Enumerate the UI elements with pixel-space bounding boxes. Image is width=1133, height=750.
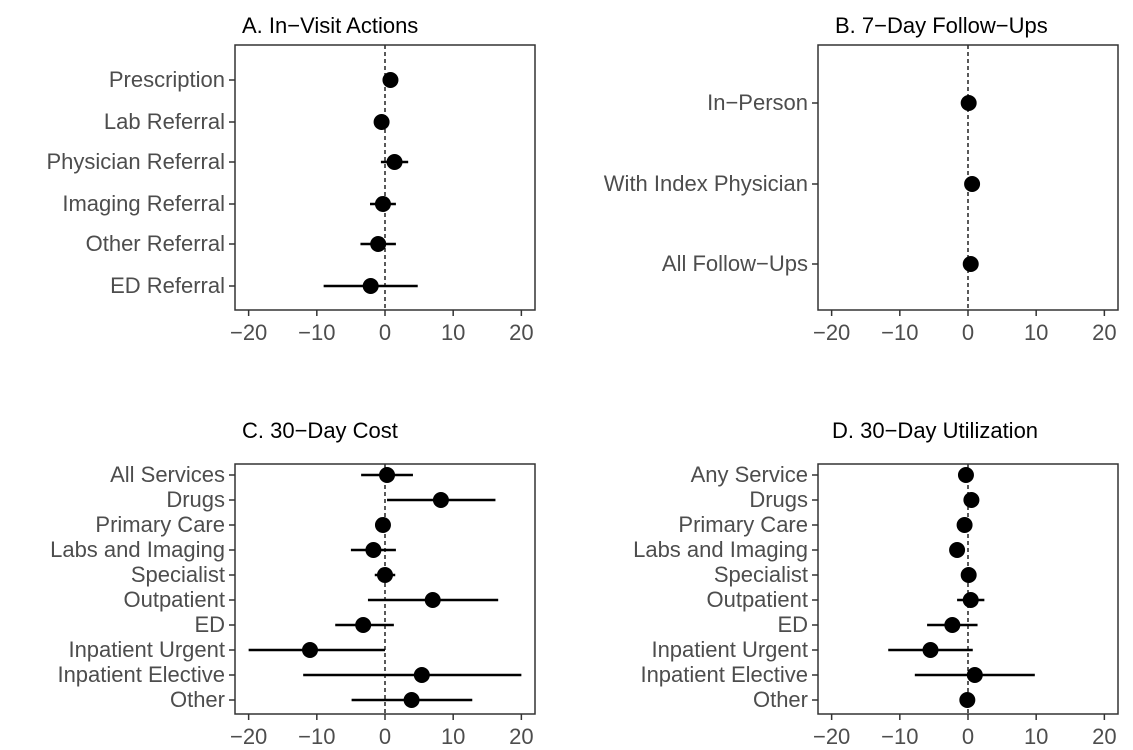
panel-d-category-label: Labs and Imaging bbox=[633, 537, 808, 562]
panel-a-category-label: Imaging Referral bbox=[62, 191, 225, 216]
panel-c-category-label: Drugs bbox=[166, 487, 225, 512]
panel-c-category-label: Labs and Imaging bbox=[50, 537, 225, 562]
panel-a-x-tick-label: 10 bbox=[441, 320, 465, 345]
panel-d-category-label: Drugs bbox=[749, 487, 808, 512]
panel-b-point bbox=[962, 256, 979, 272]
panel-c-x-tick-label: 10 bbox=[441, 724, 465, 749]
panel-d-category-label: Other bbox=[753, 687, 808, 712]
panel-c-category-label: Primary Care bbox=[95, 512, 225, 537]
panel-b-x-tick-label: 20 bbox=[1092, 320, 1116, 345]
panel-d-category-label: Any Service bbox=[691, 462, 808, 487]
panel-d-category-label: Inpatient Urgent bbox=[651, 637, 808, 662]
panel-a-point bbox=[382, 72, 399, 88]
panel-d-point bbox=[959, 692, 976, 708]
panel-d-x-tick-label: 0 bbox=[962, 724, 974, 749]
panel-c-category-label: Inpatient Elective bbox=[57, 662, 225, 687]
panel-a-point bbox=[370, 236, 387, 252]
panel-a-category-label: Prescription bbox=[109, 67, 225, 92]
panel-c-category-label: Other bbox=[170, 687, 225, 712]
panel-d-point bbox=[956, 517, 973, 533]
panel-c-title: C. 30−Day Cost bbox=[242, 418, 398, 443]
panel-d-category-label: ED bbox=[777, 612, 808, 637]
panel-c-point bbox=[355, 617, 372, 633]
panel-c-category-label: ED bbox=[194, 612, 225, 637]
panel-c-point bbox=[379, 467, 396, 483]
panel-c-x-tick-label: −20 bbox=[230, 724, 267, 749]
panel-d-category-label: Inpatient Elective bbox=[640, 662, 808, 687]
panel-a-point bbox=[362, 278, 379, 294]
panel-d-x-tick-label: 20 bbox=[1092, 724, 1116, 749]
panel-b-x-tick-label: 0 bbox=[962, 320, 974, 345]
panel-b-category-label: With Index Physician bbox=[604, 171, 808, 196]
panel-b-x-tick-label: −10 bbox=[881, 320, 918, 345]
panel-a: A. In−Visit Actions −20 −10 0 10 20 Prescripti… bbox=[46, 13, 536, 345]
panel-c-category-label: All Services bbox=[110, 462, 225, 487]
panel-d-point bbox=[966, 667, 983, 683]
panel-b-category-label: In−Person bbox=[707, 90, 808, 115]
panel-d-point bbox=[962, 592, 979, 608]
panel-c-point bbox=[302, 642, 318, 658]
panel-c-point bbox=[432, 492, 449, 508]
panel-c-x-tick-label: 20 bbox=[509, 724, 533, 749]
panel-d-x-tick-label: −20 bbox=[813, 724, 850, 749]
panel-b-x-tick-label: −20 bbox=[813, 320, 850, 345]
panel-d-point bbox=[922, 642, 939, 658]
panel-b-category-label: All Follow−Ups bbox=[662, 251, 808, 276]
panel-c-point bbox=[374, 517, 391, 533]
panel-d-point bbox=[957, 467, 974, 483]
panel-d-point bbox=[949, 542, 966, 558]
panel-d-point bbox=[963, 492, 980, 508]
panel-b: B. 7−Day Follow−Ups −20 −10 0 10 20 In−Person W… bbox=[604, 13, 1119, 345]
panel-d-point bbox=[944, 617, 961, 633]
panel-a-category-label: Physician Referral bbox=[46, 149, 225, 174]
panel-c-point bbox=[403, 692, 420, 708]
panel-a-x-tick-label: 20 bbox=[509, 320, 533, 345]
panel-d: D. 30−Day Utilization −20 −10 0 10 20 Any Serv… bbox=[633, 418, 1119, 749]
panel-c-category-label: Outpatient bbox=[123, 587, 225, 612]
panel-a-category-label: Lab Referral bbox=[104, 109, 225, 134]
panel-c: C. 30−Day Cost −20 −10 0 10 20 All ServicesDru… bbox=[50, 418, 536, 749]
panel-c-category-label: Specialist bbox=[131, 562, 225, 587]
panel-c-x-tick-label: 0 bbox=[379, 724, 391, 749]
panel-d-category-label: Specialist bbox=[714, 562, 808, 587]
panel-a-x-tick-label: −20 bbox=[230, 320, 267, 345]
panel-b-title: B. 7−Day Follow−Ups bbox=[835, 13, 1048, 38]
panel-d-title: D. 30−Day Utilization bbox=[832, 418, 1038, 443]
panel-b-x-tick-label: 10 bbox=[1024, 320, 1048, 345]
panel-c-x-tick-label: −10 bbox=[298, 724, 335, 749]
panel-d-category-label: Outpatient bbox=[706, 587, 808, 612]
panel-a-point bbox=[374, 196, 391, 212]
panel-c-category-label: Inpatient Urgent bbox=[68, 637, 225, 662]
panel-b-point bbox=[960, 95, 977, 111]
panel-a-point bbox=[386, 154, 403, 170]
panel-d-x-tick-label: −10 bbox=[881, 724, 918, 749]
panel-d-point bbox=[960, 567, 977, 583]
panel-a-title: A. In−Visit Actions bbox=[242, 13, 418, 38]
panel-a-category-label: Other Referral bbox=[86, 231, 225, 256]
panel-d-category-label: Primary Care bbox=[678, 512, 808, 537]
panel-a-point bbox=[373, 114, 390, 130]
panel-a-x-tick-label: 0 bbox=[379, 320, 391, 345]
panel-a-category-label: ED Referral bbox=[110, 273, 225, 298]
panel-c-point bbox=[377, 567, 393, 583]
panel-d-x-tick-label: 10 bbox=[1024, 724, 1048, 749]
panel-a-x-tick-label: −10 bbox=[298, 320, 335, 345]
panel-b-point bbox=[964, 176, 981, 192]
panel-c-point bbox=[424, 592, 441, 608]
panel-c-point bbox=[413, 667, 430, 683]
panel-c-point bbox=[365, 542, 382, 558]
